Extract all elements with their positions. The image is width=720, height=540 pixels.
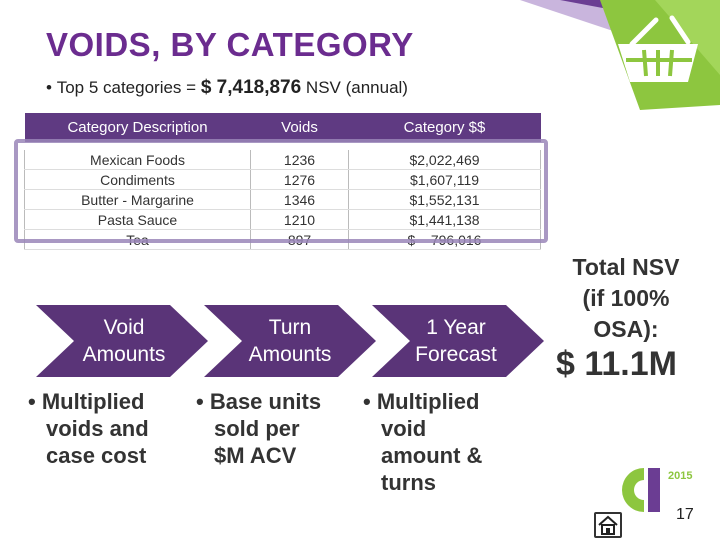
step-3-bullet-line: • Multiplied: [363, 389, 480, 414]
cell-dollars: $1,607,119: [348, 169, 541, 190]
subtitle-amount: $ 7,418,876: [200, 77, 302, 98]
home-button[interactable]: [594, 512, 622, 538]
step-3-bullet: • Multiplied void amount & turns: [363, 388, 482, 496]
cell-dollars: $1,441,138: [348, 209, 541, 230]
step-1-label-line2: Amounts: [82, 343, 166, 366]
step-1-label-line1: Void: [103, 316, 145, 339]
cell-dollars: $2,022,469: [348, 150, 541, 170]
subtitle: • Top 5 categories = $ 7,418,876 NSV (an…: [46, 77, 408, 99]
step-2-bullet: • Base units sold per $M ACV: [196, 388, 321, 469]
step-2-bullet-line: $M ACV: [214, 443, 297, 468]
step-1-bullet-line: case cost: [46, 443, 147, 468]
page-title: VOIDS, BY CATEGORY: [46, 26, 414, 63]
subtitle-bullet: •: [46, 78, 57, 97]
cell-dollars: $1,552,131: [348, 189, 541, 210]
total-label-line3: OSA):: [593, 316, 659, 342]
conference-logo: [622, 468, 660, 512]
logo-year: 2015: [668, 470, 693, 482]
cell-voids: 1236: [250, 150, 349, 170]
subtitle-suffix: NSV (annual): [301, 78, 408, 97]
cell-voids: 1346: [250, 189, 349, 210]
header-category: Category Description: [24, 113, 251, 142]
step-2-label: Turn Amounts: [230, 314, 350, 368]
step-3-bullet-line: turns: [381, 470, 436, 495]
step-3-label-line2: Forecast: [415, 343, 497, 366]
chevron-void-amounts: [36, 305, 208, 377]
step-3-bullet-line: void: [381, 416, 427, 441]
page-number: 17: [676, 506, 694, 523]
step-1-bullet-line: voids and: [46, 416, 149, 441]
total-label-line2: (if 100%: [582, 285, 670, 311]
cell-voids: 1210: [250, 209, 349, 230]
step-2-bullet-line: • Base units: [196, 389, 322, 414]
table-row: Condiments 1276 $1,607,119: [24, 169, 541, 190]
table-row: Pasta Sauce 1210 $1,441,138: [24, 209, 541, 230]
table-header-row: Category Description Voids Category $$: [24, 113, 541, 142]
total-nsv-value: $ 11.1M: [556, 345, 677, 383]
category-table: Category Description Voids Category $$ M…: [24, 113, 541, 250]
table-row: Mexican Foods 1236 $2,022,469: [24, 150, 541, 170]
chevron-turn-amounts: [204, 305, 376, 377]
step-1-bullet-line: • Multiplied: [28, 389, 145, 414]
step-1-label: Void Amounts: [64, 314, 184, 368]
table-highlight-frame: [14, 139, 548, 243]
cell-category: Butter - Margarine: [24, 189, 251, 210]
total-nsv-label: Total NSV (if 100% OSA):: [558, 252, 694, 345]
header-category-dollars: Category $$: [348, 113, 541, 142]
cell-voids: 1276: [250, 169, 349, 190]
home-icon: [598, 515, 618, 535]
chevron-forecast: [372, 305, 544, 377]
table-row: Butter - Margarine 1346 $1,552,131: [24, 189, 541, 210]
step-2-label-line2: Amounts: [248, 343, 332, 366]
step-1-bullet: • Multiplied voids and case cost: [28, 388, 149, 469]
step-2-label-line1: Turn: [268, 316, 312, 339]
subtitle-prefix: Top 5 categories =: [56, 78, 201, 97]
shopping-basket-icon: [618, 15, 698, 82]
total-label-line1: Total NSV: [572, 254, 680, 280]
step-3-bullet-line: amount &: [381, 443, 483, 468]
step-2-bullet-line: sold per: [214, 416, 300, 441]
cell-category: Mexican Foods: [24, 150, 251, 170]
cell-category: Condiments: [24, 169, 251, 190]
cell-category: Pasta Sauce: [24, 209, 251, 230]
step-3-label-line1: 1 Year: [426, 316, 486, 339]
step-3-label: 1 Year Forecast: [396, 314, 516, 368]
header-voids: Voids: [250, 113, 349, 142]
